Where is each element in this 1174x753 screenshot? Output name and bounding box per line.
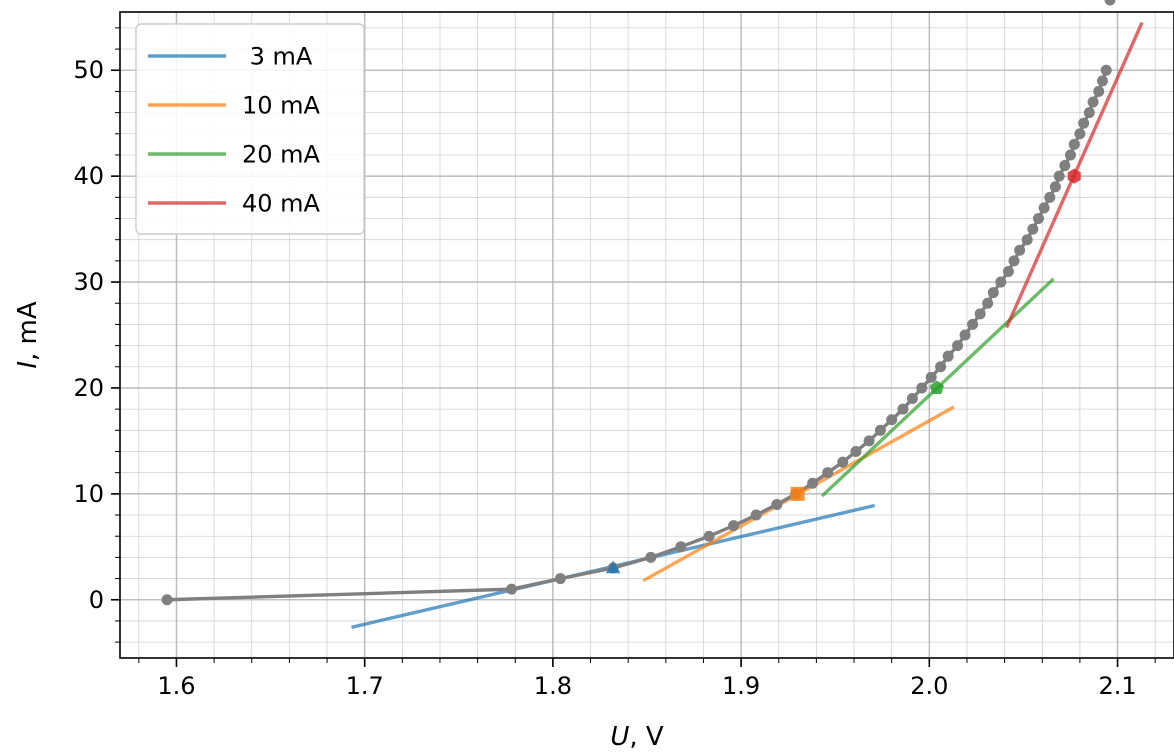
measured-point xyxy=(1093,85,1105,97)
measured-point xyxy=(906,393,918,405)
measured-point xyxy=(807,477,819,489)
measured-point xyxy=(675,541,687,553)
measured-point xyxy=(1104,0,1116,6)
x-tick-label: 1.6 xyxy=(157,672,195,700)
legend-label: 20 mA xyxy=(242,141,321,169)
measured-point xyxy=(703,530,715,542)
measured-point xyxy=(897,403,909,415)
measured-point xyxy=(974,308,986,320)
measured-point xyxy=(1096,75,1108,87)
measured-point xyxy=(750,509,762,521)
y-tick-label: 10 xyxy=(73,480,104,508)
measured-point xyxy=(505,583,517,595)
x-axis-unit: , V xyxy=(629,722,664,752)
y-axis-unit: , mA xyxy=(13,301,43,361)
measured-point xyxy=(554,573,566,585)
measured-point xyxy=(1008,255,1020,267)
measured-point xyxy=(1049,181,1061,193)
measured-point xyxy=(850,445,862,457)
marker-40-mA xyxy=(1067,168,1081,184)
measured-point xyxy=(1083,107,1095,119)
measured-point xyxy=(837,456,849,468)
legend-label: 3 mA xyxy=(242,43,313,71)
measured-point xyxy=(1059,160,1071,172)
measured-point xyxy=(863,435,875,447)
measured-point xyxy=(1068,138,1080,150)
x-tick-label: 1.7 xyxy=(346,672,384,700)
legend-label: 40 mA xyxy=(242,190,321,218)
measured-point xyxy=(1078,117,1090,129)
measured-point xyxy=(1074,128,1086,140)
measured-curve xyxy=(161,0,1116,606)
y-axis-variable: I xyxy=(13,361,43,369)
measured-point xyxy=(771,498,783,510)
x-tick-label: 2.1 xyxy=(1098,672,1136,700)
y-tick-label: 0 xyxy=(89,586,104,614)
measured-point xyxy=(942,350,954,362)
measured-point xyxy=(995,276,1007,288)
measured-point xyxy=(822,467,834,479)
measured-point xyxy=(916,382,928,394)
measured-point xyxy=(1021,234,1033,246)
x-axis-label: U, V xyxy=(610,722,664,752)
measured-point xyxy=(886,414,898,426)
measured-point xyxy=(1038,202,1050,214)
measured-point xyxy=(982,297,994,309)
x-tick-label: 1.8 xyxy=(534,672,572,700)
y-tick-label: 50 xyxy=(73,56,104,84)
measured-point xyxy=(645,551,657,563)
measured-point xyxy=(925,371,937,383)
measured-point xyxy=(874,424,886,436)
measured-point xyxy=(161,594,173,606)
measured-point xyxy=(935,361,947,373)
x-axis-variable: U xyxy=(610,722,629,752)
measured-point xyxy=(1032,213,1044,225)
measured-point xyxy=(728,520,740,532)
measured-point xyxy=(1044,191,1056,203)
measured-point xyxy=(1027,223,1039,235)
series-markers xyxy=(605,168,1081,574)
measured-point xyxy=(1014,244,1026,256)
legend: 3 mA 10 mA 20 mA 40 mA xyxy=(135,23,365,235)
y-axis-label: I, mA xyxy=(13,301,43,369)
legend-box xyxy=(135,23,365,235)
measured-point xyxy=(967,318,979,330)
measured-point xyxy=(1100,64,1112,76)
measured-point xyxy=(1002,265,1014,277)
measured-point xyxy=(1064,149,1076,161)
y-tick-label: 20 xyxy=(73,374,104,402)
legend-label: 10 mA xyxy=(242,92,321,120)
measured-point xyxy=(952,340,964,352)
marker-10-mA xyxy=(790,486,805,501)
y-tick-label: 40 xyxy=(73,162,104,190)
marker-20-mA xyxy=(929,380,944,395)
measured-point xyxy=(959,329,971,341)
measured-point xyxy=(1087,96,1099,108)
axis-ticks: 1.6 1.7 1.8 1.9 2.0 2.1 0 10 20 30 40 50 xyxy=(73,27,1156,700)
measured-point xyxy=(987,287,999,299)
x-tick-label: 1.9 xyxy=(722,672,760,700)
measured-point xyxy=(1053,170,1065,182)
marker-3-mA xyxy=(605,560,621,574)
x-tick-label: 2.0 xyxy=(910,672,948,700)
plot-frame xyxy=(119,11,1174,659)
y-tick-label: 30 xyxy=(73,268,104,296)
